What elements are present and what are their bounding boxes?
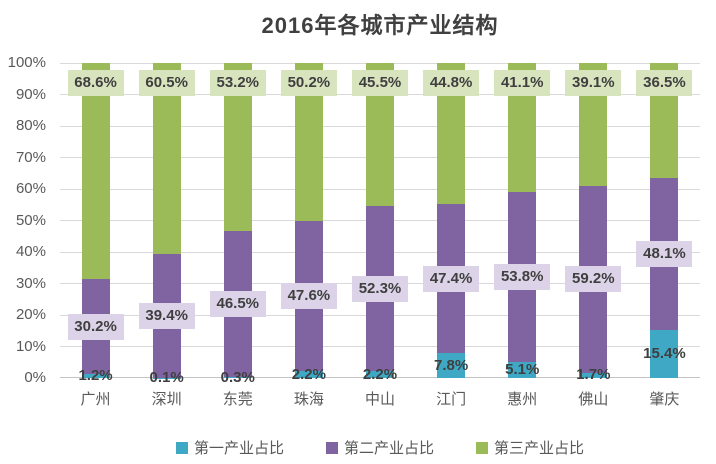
bar-segment-primary: [223, 377, 252, 378]
data-label-secondary: 48.1%: [636, 240, 693, 267]
data-label-primary: 7.8%: [434, 356, 469, 374]
bar-segment-primary: [81, 374, 110, 378]
data-label-tertiary: 53.2%: [209, 70, 266, 96]
y-axis-tick-label: 30%: [15, 274, 46, 292]
data-label-tertiary: 68.6%: [67, 70, 124, 96]
x-axis-category-label: 中山: [364, 391, 395, 408]
data-label-secondary: 47.4%: [423, 265, 480, 292]
legend: 第一产业占比 第二产业占比 第三产业占比: [60, 437, 700, 458]
data-label-primary: 15.4%: [643, 344, 686, 362]
data-label-secondary: 47.6%: [280, 283, 337, 310]
data-label-tertiary: 41.1%: [494, 70, 551, 96]
legend-swatch-tertiary: [476, 441, 488, 454]
bar-segment-primary: [437, 353, 466, 378]
data-label-tertiary: 60.5%: [138, 70, 195, 96]
bar-segment-primary: [508, 361, 537, 378]
bar-segment-primary: [650, 329, 679, 378]
data-label-secondary: 52.3%: [352, 275, 408, 302]
legend-swatch-secondary: [325, 441, 338, 454]
plot-area: 1.2% 30.2% 68.6% 0.1% 39.4% 60.5% 0.3% 46.5% 53.…: [60, 62, 700, 386]
legend-label: 第一产业占比: [193, 440, 284, 457]
chart-title: 2016年各城市产业结构: [261, 13, 499, 38]
y-axis-tick-label: 100%: [7, 54, 46, 71]
y-axis-tick-label: 20%: [15, 306, 46, 323]
x-axis-category-label: 惠州: [507, 391, 538, 408]
data-label-primary: 1.2%: [78, 367, 113, 385]
gridline: [60, 62, 700, 64]
legend-item: 第一产业占比: [175, 437, 284, 458]
data-label-primary: 2.2%: [291, 365, 326, 383]
y-axis-tick-label: 40%: [15, 243, 46, 260]
data-label-secondary: 59.2%: [565, 266, 622, 293]
data-label-primary: 0.1%: [149, 368, 184, 386]
legend-swatch-primary: [175, 441, 188, 454]
legend-label: 第二产业占比: [343, 440, 434, 457]
x-axis-category-label: 江门: [436, 391, 467, 408]
data-label-secondary: 53.8%: [494, 264, 551, 291]
y-axis-tick-label: 10%: [15, 337, 46, 355]
legend-label: 第三产业占比: [494, 440, 585, 457]
y-axis-tick-label: 80%: [15, 117, 46, 134]
data-label-tertiary: 50.2%: [280, 70, 337, 96]
x-axis-category-label: 广州: [80, 391, 111, 408]
data-label-primary: 1.7%: [576, 366, 611, 384]
data-label-primary: 2.2%: [362, 365, 398, 383]
bar-segment-primary: [579, 372, 608, 378]
data-label-secondary: 30.2%: [67, 313, 124, 340]
x-axis-category-label: 珠海: [293, 391, 324, 408]
y-axis-tick-label: 70%: [15, 148, 46, 166]
data-label-tertiary: 45.5%: [352, 70, 408, 96]
bar-segment-primary: [366, 371, 394, 378]
legend-item: 第三产业占比: [476, 437, 584, 458]
data-label-tertiary: 44.8%: [423, 70, 480, 96]
data-label-tertiary: 36.5%: [636, 70, 693, 96]
x-axis-category-label: 深圳: [151, 391, 182, 408]
y-axis-tick-label: 0%: [24, 369, 46, 386]
data-label-secondary: 46.5%: [209, 290, 266, 317]
x-axis-category-label: 东莞: [222, 391, 253, 408]
bar-segment-primary: [294, 371, 323, 378]
y-axis-tick-label: 90%: [15, 85, 46, 103]
data-label-primary: 0.3%: [220, 368, 255, 386]
data-label-secondary: 39.4%: [138, 302, 195, 329]
data-label-tertiary: 39.1%: [565, 70, 622, 96]
x-axis-category-label: 肇庆: [649, 391, 680, 408]
bar-segment-tertiary: [81, 63, 110, 280]
y-axis-tick-label: 50%: [15, 211, 46, 229]
y-axis-tick-label: 60%: [15, 180, 46, 197]
data-label-primary: 5.1%: [505, 360, 540, 378]
legend-item: 第二产业占比: [325, 437, 434, 458]
x-axis-category-label: 佛山: [578, 391, 609, 408]
